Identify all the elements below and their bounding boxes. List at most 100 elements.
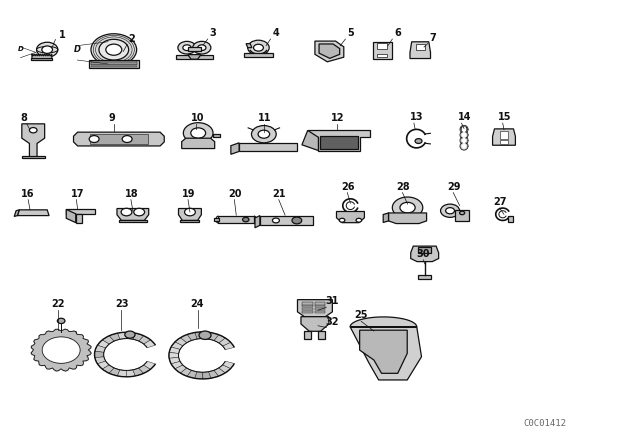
Polygon shape (298, 300, 332, 317)
Text: 24: 24 (191, 299, 204, 309)
Bar (119, 220, 147, 222)
Text: 28: 28 (396, 182, 410, 192)
Polygon shape (66, 209, 76, 223)
Polygon shape (179, 208, 202, 220)
Polygon shape (302, 130, 319, 151)
Circle shape (184, 208, 195, 216)
Polygon shape (219, 365, 230, 373)
Circle shape (252, 125, 276, 143)
Polygon shape (460, 142, 468, 150)
Text: 22: 22 (52, 299, 65, 309)
Polygon shape (203, 332, 211, 339)
Text: 32: 32 (325, 317, 339, 327)
Text: 6: 6 (394, 28, 401, 38)
Circle shape (243, 217, 249, 222)
Polygon shape (97, 340, 109, 348)
Polygon shape (66, 209, 95, 214)
Polygon shape (32, 54, 52, 59)
Polygon shape (187, 332, 197, 340)
Text: 12: 12 (331, 113, 344, 123)
Polygon shape (175, 338, 187, 346)
Polygon shape (337, 211, 364, 223)
Polygon shape (372, 42, 392, 60)
Circle shape (99, 39, 129, 60)
Polygon shape (214, 335, 225, 343)
Polygon shape (231, 143, 239, 154)
Bar (213, 134, 220, 137)
Text: 26: 26 (341, 182, 355, 192)
Circle shape (89, 136, 99, 142)
Polygon shape (203, 372, 211, 379)
Polygon shape (17, 210, 49, 215)
Bar (91, 64, 137, 65)
Polygon shape (462, 138, 466, 142)
Circle shape (42, 46, 52, 53)
Polygon shape (410, 42, 431, 59)
Text: 5: 5 (348, 28, 354, 38)
Text: 25: 25 (355, 310, 368, 320)
Circle shape (339, 218, 345, 222)
Circle shape (121, 208, 132, 216)
Circle shape (183, 123, 213, 143)
Bar (302, 311, 313, 313)
Circle shape (392, 197, 423, 218)
Polygon shape (76, 214, 82, 223)
Polygon shape (171, 342, 183, 349)
Polygon shape (218, 216, 254, 223)
Bar (302, 302, 313, 305)
Bar (180, 220, 200, 222)
Circle shape (191, 128, 205, 138)
Polygon shape (223, 361, 234, 369)
Text: C0C01412: C0C01412 (524, 419, 567, 428)
Text: 15: 15 (499, 112, 512, 122)
Bar (315, 302, 325, 305)
Polygon shape (133, 333, 143, 341)
Circle shape (445, 207, 454, 214)
Bar (91, 62, 137, 64)
Polygon shape (260, 215, 313, 225)
Polygon shape (308, 130, 371, 151)
Circle shape (292, 217, 301, 224)
Text: 23: 23 (115, 299, 129, 309)
Polygon shape (109, 368, 120, 376)
Text: 29: 29 (447, 182, 460, 192)
Bar (419, 247, 431, 253)
Polygon shape (188, 55, 201, 59)
Polygon shape (223, 342, 234, 349)
Polygon shape (209, 370, 219, 378)
Polygon shape (175, 365, 187, 373)
Polygon shape (117, 332, 126, 339)
Polygon shape (305, 331, 312, 339)
Bar (377, 43, 387, 49)
Polygon shape (315, 41, 344, 62)
Bar (500, 131, 508, 138)
Circle shape (253, 44, 264, 51)
Polygon shape (97, 361, 109, 369)
Polygon shape (319, 44, 340, 58)
Text: 7: 7 (429, 33, 436, 43)
Text: D: D (19, 46, 24, 52)
Circle shape (356, 218, 362, 222)
Bar (377, 54, 387, 57)
Text: 14: 14 (458, 112, 471, 122)
Polygon shape (255, 215, 260, 228)
Circle shape (183, 45, 191, 51)
Bar (244, 53, 273, 57)
Polygon shape (22, 124, 45, 157)
Polygon shape (133, 368, 143, 376)
Polygon shape (139, 365, 150, 373)
Text: 13: 13 (410, 112, 423, 122)
Circle shape (106, 44, 122, 55)
Text: 10: 10 (191, 113, 205, 123)
Circle shape (91, 34, 137, 65)
Bar (31, 58, 52, 60)
Polygon shape (126, 332, 135, 339)
Polygon shape (319, 331, 325, 339)
Polygon shape (117, 370, 126, 377)
Polygon shape (219, 338, 230, 346)
Polygon shape (139, 336, 150, 344)
Polygon shape (171, 362, 183, 369)
Polygon shape (95, 345, 106, 352)
Polygon shape (102, 365, 114, 373)
Bar (315, 311, 325, 313)
